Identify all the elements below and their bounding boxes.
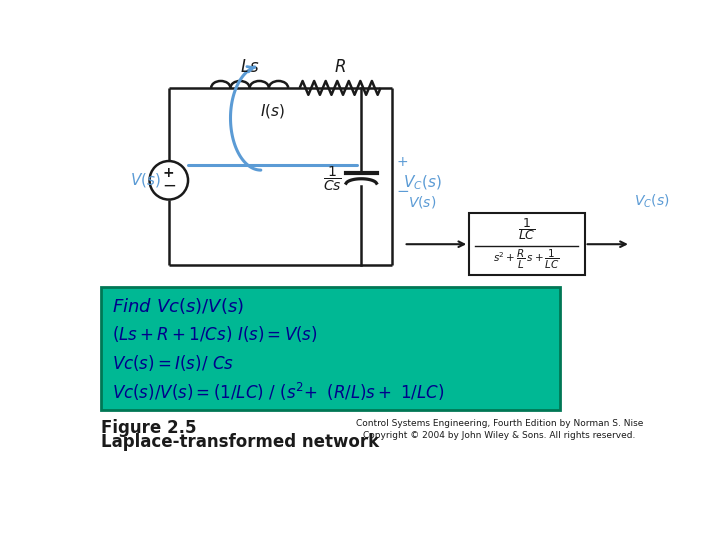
Text: $Vc(s) = I(s)/\ Cs$: $Vc(s) = I(s)/\ Cs$ xyxy=(112,353,234,373)
Text: $\dfrac{1}{Cs}$: $\dfrac{1}{Cs}$ xyxy=(323,165,341,193)
Text: +: + xyxy=(163,166,175,180)
Text: Laplace-transformed network: Laplace-transformed network xyxy=(101,433,379,451)
Text: $R$: $R$ xyxy=(334,58,346,76)
Text: Control Systems Engineering, Fourth Edition by Norman S. Nise
Copyright © 2004 b: Control Systems Engineering, Fourth Edit… xyxy=(356,419,643,441)
Text: $I(s)$: $I(s)$ xyxy=(260,103,285,120)
Text: $V_C(s)$: $V_C(s)$ xyxy=(403,173,441,192)
Text: $\dfrac{1}{LC}$: $\dfrac{1}{LC}$ xyxy=(518,217,536,242)
Text: $V_C(s)$: $V_C(s)$ xyxy=(634,192,670,210)
Text: $(Ls+R+1/Cs)\ I(s) = V(s)$: $(Ls+R+1/Cs)\ I(s) = V(s)$ xyxy=(112,325,318,345)
Text: $V(s)$: $V(s)$ xyxy=(130,171,161,190)
Bar xyxy=(469,213,585,275)
Text: −: − xyxy=(162,177,176,195)
Text: −: − xyxy=(397,184,410,199)
Text: Figure 2.5: Figure 2.5 xyxy=(101,419,197,437)
Text: $s^2+\dfrac{R}{L}\,s+\dfrac{1}{LC}$: $s^2+\dfrac{R}{L}\,s+\dfrac{1}{LC}$ xyxy=(493,248,560,271)
Text: +: + xyxy=(397,155,408,169)
Text: $Ls$: $Ls$ xyxy=(240,58,259,76)
Text: $Vc(s)/V(s) = (1/LC)\ /\ (s^2\!+\ (R/L)s+\ 1/LC)$: $Vc(s)/V(s) = (1/LC)\ /\ (s^2\!+\ (R/L)s… xyxy=(112,381,444,403)
Text: $V(s)$: $V(s)$ xyxy=(408,193,436,210)
Bar xyxy=(101,287,560,410)
Text: $\it{Find\ Vc(s)/V(s)}$: $\it{Find\ Vc(s)/V(s)}$ xyxy=(112,296,243,316)
